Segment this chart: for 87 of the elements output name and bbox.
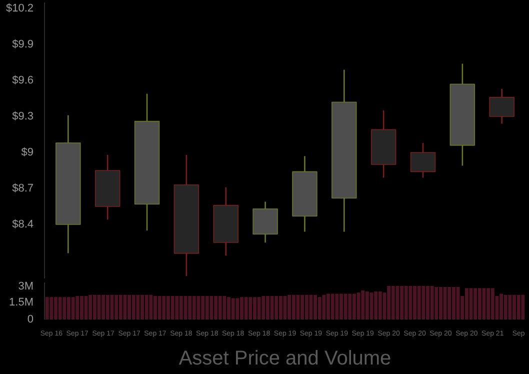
bar (244, 297, 248, 320)
bar (175, 296, 179, 320)
bar (330, 294, 334, 320)
y-tick-label: 3M (18, 280, 34, 292)
bar (396, 286, 400, 320)
bar (201, 296, 205, 320)
bar (490, 288, 494, 320)
bar (482, 288, 486, 320)
bar (404, 286, 408, 320)
y-tick-label: $9.3 (12, 110, 34, 122)
bar (205, 296, 209, 320)
bar (478, 288, 482, 320)
bar (231, 298, 235, 320)
bar (106, 294, 110, 320)
bar (192, 296, 196, 320)
bar (170, 296, 174, 320)
bar (45, 297, 49, 320)
bar (304, 294, 308, 320)
bar (417, 286, 421, 320)
bar (356, 292, 360, 320)
bar (464, 288, 468, 320)
bar (110, 294, 114, 320)
bar (158, 296, 162, 320)
bar (248, 297, 252, 320)
bar (162, 296, 166, 320)
bar (361, 290, 365, 320)
bar (521, 294, 525, 320)
bar (474, 288, 478, 320)
y-tick-label: $9 (21, 146, 34, 158)
y-tick-label: $9.6 (12, 74, 34, 86)
bar (144, 294, 148, 320)
bar (76, 296, 80, 320)
bar (504, 294, 508, 320)
y-tick-label: $10.2 (6, 2, 34, 14)
y-tick-label: $8.4 (12, 218, 34, 230)
bar (118, 294, 122, 320)
bar (58, 297, 62, 320)
bar (92, 294, 96, 320)
bar (123, 294, 127, 320)
bar (422, 286, 426, 320)
bar (179, 296, 183, 320)
bar (210, 296, 214, 320)
bar (318, 297, 322, 320)
bar (292, 294, 296, 320)
bar (408, 286, 412, 320)
bar (365, 291, 369, 320)
bar (374, 291, 378, 320)
y-tick-label: 1.5M (9, 296, 34, 309)
bar (50, 297, 54, 320)
bar (430, 286, 434, 320)
bar (322, 294, 326, 320)
y-tick-label: $8.7 (12, 182, 34, 194)
y-tick-label: 0 (27, 314, 34, 326)
bar (222, 296, 226, 320)
bar (288, 294, 292, 320)
bar (62, 297, 66, 320)
bar (88, 294, 92, 320)
y-tick-label: $9.9 (12, 38, 34, 50)
bar (149, 294, 153, 320)
bar (270, 296, 274, 320)
bar (257, 297, 261, 320)
bar (102, 294, 106, 320)
bar (387, 286, 391, 320)
bar (378, 291, 382, 320)
bar (136, 294, 140, 320)
bar (236, 298, 240, 320)
bar (335, 294, 339, 320)
bar (309, 294, 313, 320)
bar (296, 294, 300, 320)
bar (348, 294, 352, 320)
bar (84, 296, 88, 320)
text: Asset Price and Volume (178, 348, 392, 370)
bar (278, 296, 282, 320)
bar (443, 286, 447, 320)
bar (71, 297, 75, 320)
bar (262, 296, 266, 320)
bar (391, 286, 395, 320)
bar (508, 294, 512, 320)
bar (132, 294, 136, 320)
bar (448, 286, 452, 320)
bar (516, 294, 520, 320)
bar (456, 286, 460, 320)
bar (218, 296, 222, 320)
bar (344, 294, 348, 320)
bar (274, 296, 278, 320)
bar (188, 296, 192, 320)
bar (434, 286, 438, 320)
